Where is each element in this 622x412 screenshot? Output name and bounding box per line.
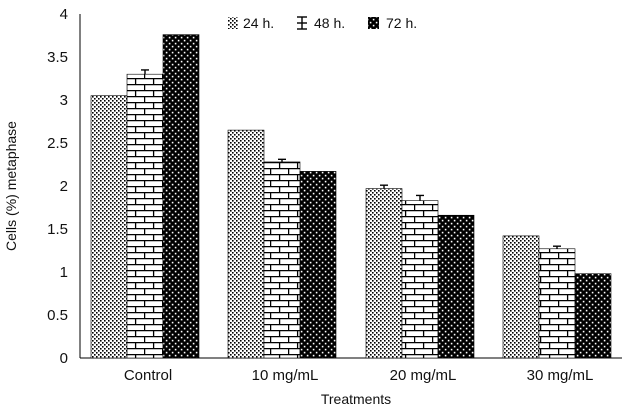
bar-series-group xyxy=(90,34,612,359)
y-axis-title: Cells (%) metaphase xyxy=(3,121,19,251)
bar xyxy=(299,171,337,359)
y-tick-label: 0.5 xyxy=(47,307,68,324)
legend-swatch-24h xyxy=(228,17,238,29)
legend-label-48h: 48 h. xyxy=(314,15,345,31)
y-tick-labels: 0 0.5 1 1.5 2 2.5 3 3.5 4 xyxy=(47,6,68,367)
bar xyxy=(401,200,439,359)
x-axis-title: Treatments xyxy=(321,391,391,407)
bar xyxy=(502,235,540,359)
bar xyxy=(263,161,301,359)
x-category-label: 30 mg/mL xyxy=(527,367,594,384)
x-category-label: 10 mg/mL xyxy=(252,367,319,384)
legend: 24 h. 48 h. 72 h. xyxy=(228,15,417,31)
y-tick-label: 3.5 xyxy=(47,49,68,66)
y-tick-label: 4 xyxy=(60,6,68,23)
bar xyxy=(162,34,200,359)
bar xyxy=(126,73,164,359)
y-tick-label: 0 xyxy=(60,350,68,367)
y-tick-label: 2.5 xyxy=(47,135,68,152)
legend-swatch-48h xyxy=(297,16,307,30)
category-labels: Control 10 mg/mL 20 mg/mL 30 mg/mL xyxy=(124,367,594,384)
error-bar xyxy=(141,69,149,75)
legend-label-24h: 24 h. xyxy=(243,15,274,31)
x-category-label: Control xyxy=(124,367,172,384)
error-bar xyxy=(553,245,561,249)
bar xyxy=(365,188,403,359)
y-tick-label: 3 xyxy=(60,92,68,109)
bar xyxy=(538,248,576,359)
error-bar xyxy=(380,184,388,189)
y-tick-label: 1 xyxy=(60,264,68,281)
y-tick-label: 1.5 xyxy=(47,221,68,238)
legend-label-72h: 72 h. xyxy=(386,15,417,31)
legend-swatch-72h xyxy=(368,17,379,29)
bar xyxy=(574,273,612,359)
error-bar xyxy=(278,158,286,162)
bar xyxy=(437,214,475,359)
bar xyxy=(227,129,265,359)
y-tick-label: 2 xyxy=(60,178,68,195)
x-category-label: 20 mg/mL xyxy=(390,367,457,384)
error-bar xyxy=(416,194,424,201)
bar xyxy=(90,95,128,359)
